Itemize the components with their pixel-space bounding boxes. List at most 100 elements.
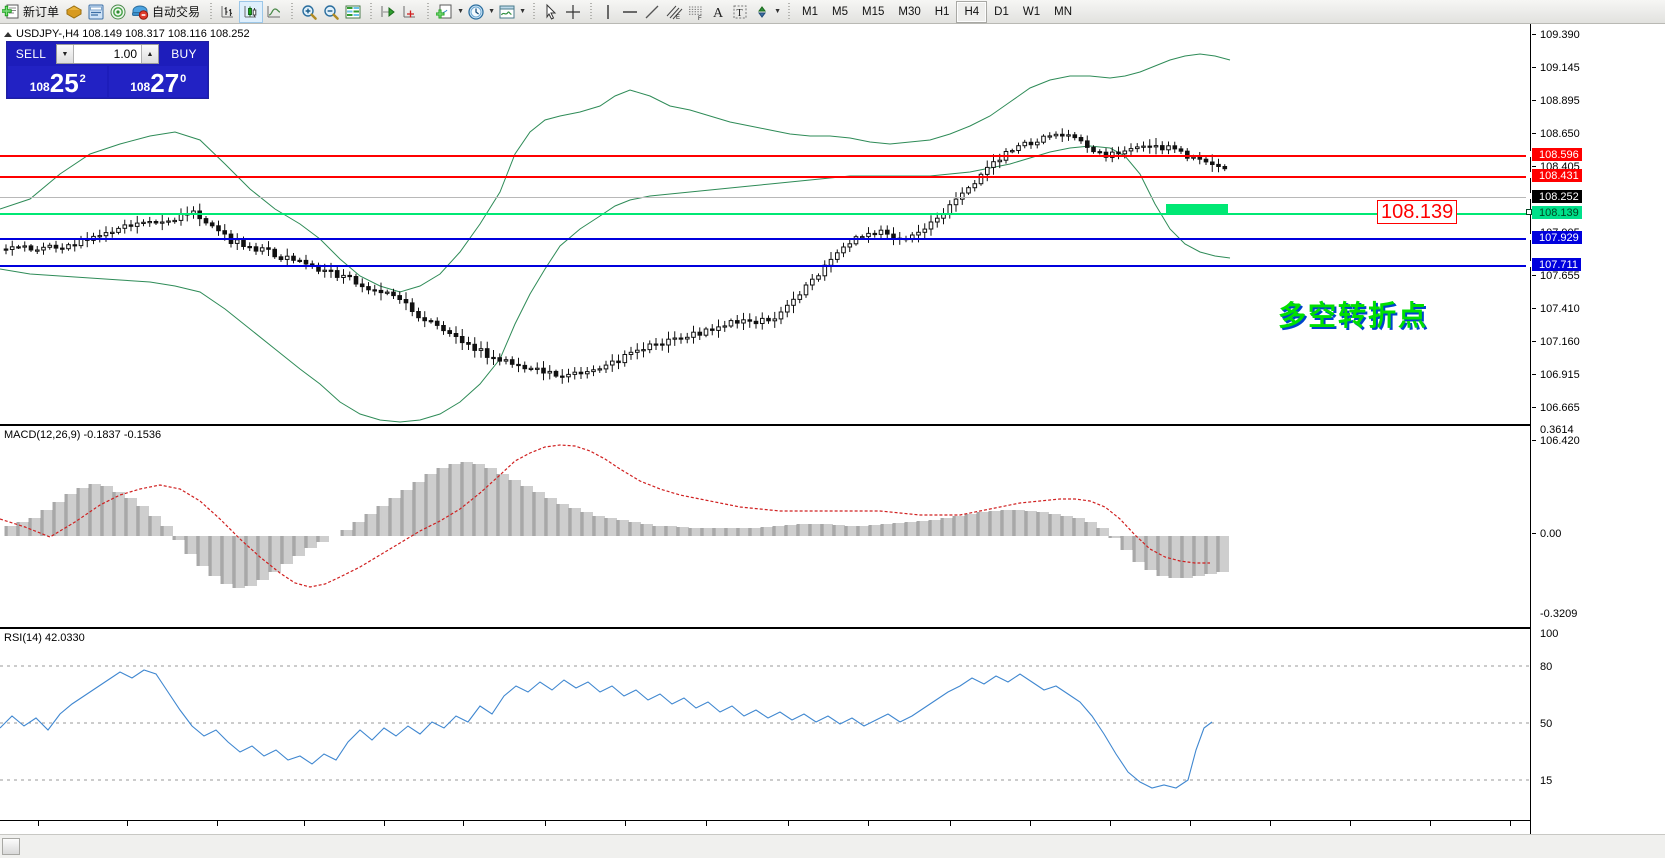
- sell-label[interactable]: SELL: [15, 47, 47, 61]
- volume-stepper[interactable]: ▼ 1.00 ▲: [56, 44, 159, 64]
- macd-chart-svg: [0, 444, 1229, 588]
- sell-price-big: 25: [49, 68, 79, 98]
- price-axis-tick: 107.410: [1531, 303, 1665, 315]
- candle-body: [991, 161, 996, 168]
- rsi-axis-tick-50: 50: [1540, 718, 1553, 730]
- data-window-button[interactable]: [85, 1, 107, 23]
- timeframe-button-m15[interactable]: M15: [862, 5, 885, 18]
- bar-chart-button[interactable]: [217, 1, 239, 23]
- period-icon: [468, 3, 484, 20]
- candle-body: [297, 259, 302, 263]
- volume-decrease-button[interactable]: ▼: [57, 45, 74, 63]
- text-label-button[interactable]: T: [729, 1, 751, 23]
- one-click-trading-panel[interactable]: SELL ▼ 1.00 ▲ BUY 108 25 2 108 27 0: [6, 41, 209, 99]
- sell-price-button[interactable]: 108 25 2: [8, 66, 107, 97]
- trendline-button[interactable]: [641, 1, 663, 23]
- cursor-button[interactable]: [540, 1, 562, 23]
- candle-body: [541, 367, 546, 374]
- indicators-button[interactable]: [496, 1, 518, 23]
- timeframe-button-h4[interactable]: H4: [956, 0, 988, 23]
- equidistant-channel-button[interactable]: E: [663, 1, 685, 23]
- candle-body: [484, 348, 490, 358]
- candle-body: [1185, 150, 1190, 159]
- arrows-dropdown-arrow[interactable]: ▼: [774, 8, 781, 15]
- price-callout-annotation[interactable]: 108.139: [1377, 200, 1458, 224]
- chart-grid-button[interactable]: [342, 1, 364, 23]
- chinese-note-annotation[interactable]: 多空转折点: [1278, 300, 1429, 331]
- autotrading-button[interactable]: 自动交易: [129, 1, 204, 23]
- price-axis[interactable]: 0.3614 0.00 -0.3209 100 80 50 15 109.390…: [1526, 24, 1665, 858]
- badge-value: 108.431: [1539, 169, 1579, 182]
- new-template-button[interactable]: [434, 1, 456, 23]
- period-dropdown-arrow[interactable]: ▼: [488, 8, 495, 15]
- candle-body: [116, 227, 121, 233]
- candlestick-chart-button[interactable]: [239, 0, 264, 23]
- zoom-in-button[interactable]: [298, 1, 320, 23]
- candle-body: [53, 244, 59, 249]
- timeframe-button-m1[interactable]: M1: [802, 5, 819, 18]
- toolbar-separator: [424, 2, 432, 21]
- pane-separator-1[interactable]: [0, 424, 1530, 426]
- candle-body: [778, 311, 784, 320]
- autotrading-icon: [132, 4, 149, 20]
- period-button[interactable]: [465, 1, 487, 23]
- timeframe-button-w1[interactable]: W1: [1022, 5, 1041, 18]
- rsi-pane[interactable]: RSI(14) 42.0330: [0, 630, 1530, 820]
- vertical-line-button[interactable]: [597, 1, 619, 23]
- buy-label[interactable]: BUY: [171, 47, 197, 61]
- timeframe-button-d1[interactable]: D1: [994, 5, 1009, 18]
- price-axis-badge-blue[interactable]: 107.711: [1526, 258, 1581, 271]
- candle-body: [491, 356, 496, 360]
- price-chart-svg: [0, 53, 1231, 423]
- collapse-triangle-icon[interactable]: [4, 31, 12, 37]
- level-line-pivot[interactable]: [0, 213, 1530, 215]
- text-button[interactable]: A: [707, 1, 729, 23]
- price-axis-badge-green[interactable]: 108.139: [1526, 206, 1582, 219]
- fibonacci-button[interactable]: F: [685, 1, 707, 23]
- buy-price-button[interactable]: 108 27 0: [108, 66, 207, 97]
- price-axis-badge-blue[interactable]: 107.929: [1526, 231, 1582, 244]
- candle-body: [810, 278, 815, 286]
- timeframe-button-m5[interactable]: M5: [832, 5, 848, 18]
- candle-body: [291, 255, 296, 261]
- macd-pane[interactable]: MACD(12,26,9) -0.1837 -0.1536: [0, 427, 1530, 617]
- candle-body: [953, 198, 959, 206]
- timeframe-button-mn[interactable]: MN: [1054, 5, 1072, 18]
- expert-advisors-button[interactable]: [63, 1, 85, 23]
- scrollbar-thumb[interactable]: [2, 838, 20, 855]
- line-chart-button[interactable]: [263, 1, 285, 23]
- horizontal-line-button[interactable]: [619, 1, 641, 23]
- timeframe-button-m30[interactable]: M30: [898, 5, 921, 18]
- candle-body: [1060, 133, 1065, 137]
- candle-body: [134, 222, 140, 227]
- bollinger-upper-band: [0, 53, 1231, 293]
- zoom-out-button[interactable]: [320, 1, 342, 23]
- chart-window[interactable]: USDJPY-,H4 108.149 108.317 108.116 108.2…: [0, 24, 1665, 858]
- horizontal-scrollbar[interactable]: [0, 834, 1665, 858]
- new-template-dropdown-arrow[interactable]: ▼: [457, 8, 464, 15]
- arrows-button[interactable]: [751, 1, 773, 23]
- level-line-support-2[interactable]: [0, 265, 1530, 267]
- price-axis-badge-red[interactable]: 108.431: [1526, 169, 1582, 182]
- price-axis-badge-black[interactable]: 108.252: [1526, 190, 1582, 203]
- new-order-button[interactable]: 新订单: [0, 1, 63, 23]
- price-axis-tick: 108.895: [1531, 95, 1665, 107]
- crosshair-button[interactable]: [562, 1, 584, 23]
- price-pane[interactable]: [0, 24, 1530, 424]
- indicators-dropdown-arrow[interactable]: ▼: [519, 8, 526, 15]
- level-line-resistance-2[interactable]: [0, 176, 1530, 178]
- timeframe-button-h1[interactable]: H1: [934, 5, 950, 18]
- auto-scroll-button[interactable]: [399, 1, 421, 23]
- signals-button[interactable]: [107, 1, 129, 23]
- volume-increase-button[interactable]: ▲: [141, 45, 158, 63]
- level-line-support-1[interactable]: [0, 238, 1530, 240]
- volume-value[interactable]: 1.00: [74, 45, 141, 63]
- level-line-resistance-1[interactable]: [0, 155, 1530, 157]
- pane-separator-2[interactable]: [0, 627, 1530, 629]
- chart-shift-button[interactable]: [377, 1, 399, 23]
- candle-body: [247, 246, 252, 249]
- price-axis-badge-red[interactable]: 108.596: [1526, 148, 1582, 161]
- candle-body: [1141, 145, 1146, 148]
- candle-body: [653, 343, 659, 346]
- badge-knob-icon: [1526, 209, 1532, 215]
